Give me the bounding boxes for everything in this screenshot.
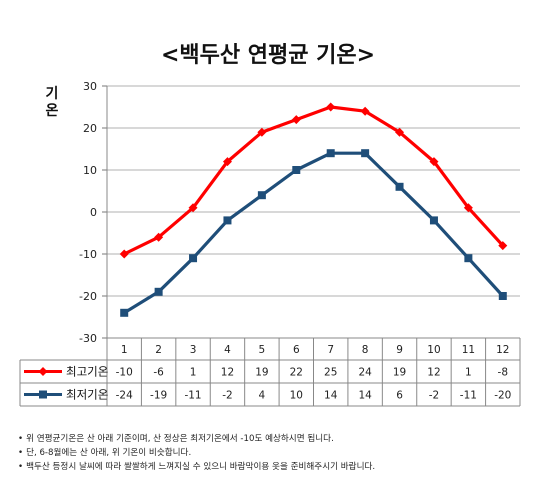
x-tick-label: 2 bbox=[155, 344, 162, 356]
x-tick-label: 4 bbox=[224, 344, 231, 356]
table-cell: 14 bbox=[324, 390, 338, 402]
y-tick-label: 20 bbox=[83, 122, 97, 135]
x-tick-label: 10 bbox=[427, 344, 440, 356]
table-cell: 19 bbox=[255, 367, 268, 379]
y-tick-label: -30 bbox=[79, 332, 97, 345]
table-cell: 4 bbox=[259, 390, 266, 402]
data-point bbox=[429, 216, 438, 225]
data-point bbox=[291, 115, 301, 125]
table-cell: -24 bbox=[116, 390, 133, 402]
data-point bbox=[189, 254, 198, 263]
table-cell: -20 bbox=[494, 390, 511, 402]
table-cell: 24 bbox=[358, 367, 372, 379]
data-point bbox=[222, 157, 232, 167]
legend-label: 최저기온 bbox=[66, 388, 108, 402]
table-cell: 12 bbox=[427, 367, 440, 379]
table-cell: 10 bbox=[290, 390, 303, 402]
series-lines bbox=[119, 102, 508, 317]
data-point bbox=[257, 191, 266, 200]
table-cell: 22 bbox=[290, 367, 303, 379]
table-cell: -6 bbox=[153, 367, 164, 379]
data-point bbox=[429, 157, 439, 167]
table-cell: 19 bbox=[393, 367, 406, 379]
data-point bbox=[464, 254, 473, 263]
x-tick-label: 8 bbox=[362, 344, 369, 356]
table-cell: 1 bbox=[190, 367, 197, 379]
table-cell: 25 bbox=[324, 367, 337, 379]
table-cell: -11 bbox=[184, 390, 201, 402]
table-cell: 12 bbox=[221, 367, 234, 379]
x-tick-label: 6 bbox=[293, 344, 300, 356]
data-point bbox=[326, 149, 335, 158]
data-point bbox=[120, 308, 129, 317]
legend-marker bbox=[39, 390, 47, 399]
series-line bbox=[123, 151, 504, 315]
data-point bbox=[326, 102, 336, 112]
note-item: 백두산 등정시 날씨에 따라 쌀쌀하게 느껴지실 수 있으니 바람막이용 옷을 … bbox=[18, 460, 533, 474]
data-point bbox=[119, 249, 129, 259]
x-tick-label: 5 bbox=[259, 344, 266, 356]
data-point bbox=[223, 216, 232, 225]
table-cell: -2 bbox=[429, 390, 439, 402]
data-point bbox=[463, 203, 473, 213]
note-item: 위 연평균기온은 산 아래 기준이며, 산 정상은 최저기온에서 -10도 예상… bbox=[18, 432, 533, 446]
data-point bbox=[395, 127, 405, 137]
table-cell: 1 bbox=[465, 367, 472, 379]
y-tick-label: 30 bbox=[83, 80, 97, 93]
data-point bbox=[361, 149, 370, 158]
data-point bbox=[498, 241, 508, 251]
x-tick-label: 9 bbox=[396, 344, 403, 356]
data-point bbox=[154, 232, 164, 242]
x-tick-label: 7 bbox=[327, 344, 334, 356]
data-point bbox=[395, 182, 404, 191]
table-cell: 14 bbox=[358, 390, 372, 402]
y-tick-label: -20 bbox=[79, 290, 97, 303]
data-point bbox=[498, 292, 507, 300]
data-point bbox=[188, 203, 198, 213]
legend-label: 최고기온 bbox=[66, 365, 108, 379]
table-cell: -10 bbox=[116, 367, 133, 379]
data-point bbox=[292, 166, 301, 174]
table-cell: -8 bbox=[498, 367, 508, 379]
table-cell: 6 bbox=[396, 390, 403, 402]
series-line bbox=[123, 105, 504, 256]
y-tick-label: -10 bbox=[79, 248, 97, 261]
y-tick-label: 10 bbox=[83, 164, 97, 177]
data-point bbox=[154, 287, 163, 296]
x-tick-label: 12 bbox=[496, 344, 509, 356]
data-point bbox=[257, 127, 267, 137]
y-tick-label: 0 bbox=[90, 206, 97, 219]
note-item: 단, 6-8월에는 산 아래, 위 기온이 비슷합니다. bbox=[18, 446, 533, 460]
table-cell: -2 bbox=[222, 390, 232, 402]
x-tick-label: 3 bbox=[190, 344, 197, 356]
x-tick-label: 11 bbox=[462, 344, 475, 356]
notes-list: 위 연평균기온은 산 아래 기준이며, 산 정상은 최저기온에서 -10도 예상… bbox=[18, 432, 533, 474]
chart-title: <백두산 연평균 기온> bbox=[161, 43, 375, 68]
data-point bbox=[360, 106, 370, 116]
table-cell: -19 bbox=[150, 390, 167, 402]
x-tick-label: 1 bbox=[121, 344, 128, 356]
legend-marker bbox=[38, 367, 48, 376]
table-cell: -11 bbox=[460, 390, 477, 402]
